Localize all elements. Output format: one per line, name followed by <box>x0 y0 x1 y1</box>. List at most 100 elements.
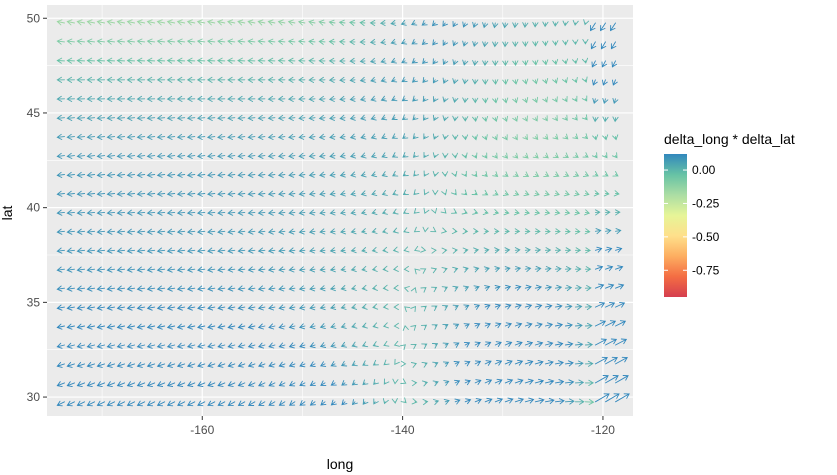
vector-arrow <box>277 133 286 140</box>
vector-arrow <box>573 190 580 197</box>
vector-arrow <box>166 152 176 159</box>
vector-arrow <box>464 398 472 405</box>
vector-arrow <box>481 134 488 141</box>
x-axis-ticks: -160 -140 -120 <box>190 416 615 437</box>
vector-arrow <box>554 360 564 367</box>
vector-arrow <box>581 95 588 102</box>
vector-arrow <box>504 322 512 329</box>
vector-arrow <box>126 19 136 26</box>
vector-arrow <box>591 152 598 159</box>
vector-arrow <box>414 245 421 252</box>
vector-arrow <box>339 171 346 178</box>
vector-arrow <box>594 301 606 308</box>
vector-arrow <box>593 190 600 197</box>
vector-arrow <box>136 247 146 254</box>
vector-arrow <box>522 22 529 28</box>
vector-arrow <box>217 95 226 102</box>
vector-arrow <box>319 266 326 273</box>
vector-arrow <box>563 190 570 197</box>
vector-arrow <box>247 133 256 140</box>
vector-arrow <box>277 38 286 45</box>
vector-arrow <box>66 133 75 140</box>
vector-arrow <box>524 284 532 291</box>
vector-arrow <box>532 96 539 104</box>
vector-arrow <box>443 380 450 386</box>
vector-arrow <box>186 76 196 83</box>
vector-arrow <box>247 171 256 178</box>
vector-arrow <box>504 341 513 347</box>
vector-arrow <box>605 375 619 384</box>
vector-arrow <box>309 342 316 349</box>
vector-arrow <box>452 285 459 292</box>
vector-arrow <box>207 381 216 387</box>
vector-arrow <box>126 171 136 178</box>
vector-arrow <box>257 19 266 26</box>
vector-arrow <box>309 247 316 254</box>
vector-arrow <box>227 190 236 197</box>
vector-arrow <box>473 247 480 254</box>
vector-arrow <box>267 76 276 83</box>
vector-arrow <box>136 57 146 64</box>
vector-arrow <box>86 152 96 159</box>
vector-arrow <box>359 76 366 83</box>
legend-label: -0.50 <box>692 230 720 244</box>
vector-arrow <box>176 342 186 349</box>
vector-arrow <box>452 134 459 141</box>
vector-arrow <box>106 76 116 83</box>
vector-arrow <box>278 247 286 254</box>
vector-arrow <box>197 361 206 368</box>
vector-arrow <box>380 38 387 45</box>
vector-arrow <box>544 397 555 405</box>
vector-arrow <box>370 114 377 121</box>
vector-arrow <box>423 189 430 196</box>
vector-arrow <box>227 209 236 216</box>
vector-arrow <box>298 285 306 292</box>
vector-arrow <box>381 152 388 159</box>
vector-arrow <box>76 228 86 235</box>
vector-arrow <box>492 190 499 196</box>
vector-arrow <box>573 171 580 177</box>
vector-arrow <box>66 228 75 235</box>
vector-arrow <box>524 322 533 329</box>
vector-arrow <box>136 381 146 388</box>
vector-arrow <box>400 19 407 26</box>
vector-arrow <box>564 379 575 386</box>
vector-arrow <box>106 114 116 121</box>
vector-arrow <box>351 360 358 367</box>
vector-arrow <box>492 41 499 48</box>
vector-arrow <box>360 171 367 178</box>
vector-arrow <box>166 95 176 102</box>
vector-arrow <box>563 171 570 178</box>
vector-arrow <box>362 379 369 386</box>
vector-arrow <box>582 39 589 45</box>
vector-arrow <box>267 228 276 235</box>
vector-arrow <box>502 190 510 196</box>
vector-arrow <box>196 247 206 254</box>
vector-arrow <box>413 170 420 177</box>
vector-arrow <box>562 152 569 158</box>
vector-arrow <box>288 380 296 387</box>
vector-arrow <box>420 287 427 293</box>
vector-arrow <box>166 19 176 26</box>
vector-arrow <box>502 171 509 177</box>
vector-arrow <box>381 227 389 234</box>
vector-arrow <box>318 133 326 140</box>
vector-arrow <box>237 228 246 235</box>
vector-arrow <box>166 247 176 254</box>
vector-arrow <box>237 114 246 121</box>
vector-arrow <box>584 322 593 329</box>
vector-arrow <box>156 247 166 254</box>
vector-arrow <box>504 397 514 404</box>
vector-arrow <box>146 381 156 388</box>
vector-arrow <box>116 152 126 159</box>
vector-arrow <box>176 133 186 140</box>
vector-arrow <box>237 285 246 292</box>
vector-arrow <box>267 57 276 64</box>
vector-arrow <box>582 133 589 140</box>
vector-arrow <box>554 228 561 235</box>
vector-arrow <box>207 209 216 216</box>
vector-arrow <box>399 344 406 351</box>
vector-arrow <box>534 228 541 235</box>
vector-arrow <box>413 226 420 233</box>
vector-arrow <box>217 190 226 197</box>
